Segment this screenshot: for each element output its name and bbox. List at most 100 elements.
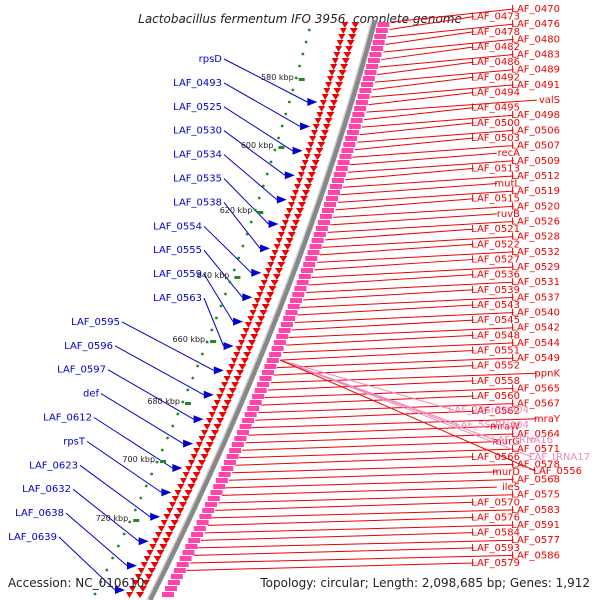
feature-block <box>283 316 296 321</box>
gene-arrow <box>273 244 281 250</box>
right-gene-label: LAF_0586 <box>511 550 560 561</box>
feature-block <box>223 460 236 465</box>
gene-arrow <box>349 28 358 34</box>
right-leader-line <box>218 494 514 504</box>
right-gene-label: LAF_0512 <box>511 171 560 182</box>
right-gene-label: LAF_0571 <box>511 444 560 455</box>
right-leader-line <box>319 243 474 256</box>
left-gene-label: LAF_0538 <box>173 197 222 208</box>
right-leader-line <box>342 175 514 188</box>
gene-arrow <box>341 22 349 28</box>
right-leader-line <box>327 220 514 233</box>
gene-arrow <box>260 280 268 286</box>
gene-arrow <box>339 28 347 34</box>
feature-block <box>202 508 215 513</box>
right-leader-line <box>368 91 474 106</box>
feature-block <box>210 490 223 495</box>
rna-gene-label: LAF_tRNA17 <box>529 452 590 463</box>
right-leader-line <box>294 312 514 324</box>
feature-block <box>249 400 262 405</box>
scale-dot <box>301 52 305 56</box>
kbp-scale: 580 kbp 600 kbp 620 kbp 640 kbp 660 kbp 680 k… <box>93 28 311 596</box>
feature-block <box>301 268 314 273</box>
feature-block <box>341 148 354 153</box>
feature-block <box>350 118 363 123</box>
gene-arrow <box>253 298 261 304</box>
right-leader-line <box>389 16 474 31</box>
left-gene-arrow <box>193 415 204 424</box>
feature-block <box>266 358 279 363</box>
right-leader-line <box>354 137 474 151</box>
right-gene-label: LAF_0529 <box>511 262 560 273</box>
kbp-tick <box>210 340 217 343</box>
kbp-tick <box>160 460 167 463</box>
scale-dot <box>241 244 245 248</box>
feature-block <box>244 412 257 417</box>
gene-arrow <box>140 562 148 568</box>
gene-arrow <box>245 346 254 352</box>
gene-arrow <box>258 286 266 292</box>
scale-dot <box>215 316 218 320</box>
right-gene-label: LAF_0583 <box>511 505 560 516</box>
right-leader-line <box>255 410 474 421</box>
gene-arrow <box>309 136 317 142</box>
gene-arrow <box>338 70 347 76</box>
gene-arrow <box>325 82 333 88</box>
right-gene-label: LAF_0570 <box>471 497 520 508</box>
right-leader-line <box>211 509 514 519</box>
right-gene-label: ppnK <box>534 368 560 379</box>
feature-block <box>345 136 358 141</box>
right-gene-label: LAF_0577 <box>511 535 560 546</box>
right-leader-line <box>345 167 474 181</box>
left-gene-label: LAF_0530 <box>173 126 222 137</box>
scale-dot <box>122 532 126 536</box>
left-gene-label: LAF_0632 <box>22 484 71 495</box>
left-leader-line <box>72 488 139 542</box>
left-leader-line <box>114 345 205 396</box>
feature-block <box>313 232 326 237</box>
gene-arrow <box>319 136 328 142</box>
gene-arrow <box>233 352 241 358</box>
feature-block <box>191 532 204 537</box>
map-title: Lactobacillus fermentum IFO 3956, comple… <box>138 12 462 26</box>
right-gene-label: LAF_0526 <box>511 216 560 227</box>
left-leader-line <box>223 106 293 152</box>
gene-arrow <box>203 424 211 430</box>
gene-arrow <box>137 568 145 574</box>
scale-dot <box>261 184 265 188</box>
gene-arrow <box>156 550 165 556</box>
gene-arrow <box>335 82 344 88</box>
gene-arrow <box>279 256 288 262</box>
left-leader-line <box>223 130 286 176</box>
left-gene-arrow <box>300 122 311 131</box>
feature-block <box>167 580 180 585</box>
right-gene-label: LAF_0500 <box>471 118 520 129</box>
kbp-tick-label: 620 kbp <box>220 206 253 215</box>
gene-arrow <box>275 268 284 274</box>
kbp-tick-label: 680 kbp <box>147 397 180 406</box>
gene-arrow <box>329 100 338 106</box>
scale-dot <box>249 220 253 224</box>
right-leader-line <box>297 304 474 316</box>
gene-arrow <box>178 502 187 508</box>
gene-arrow <box>195 442 203 448</box>
feature-block <box>234 436 247 441</box>
feature-block <box>257 382 270 387</box>
left-gene-arrow <box>242 293 253 302</box>
gene-arrow <box>281 250 290 256</box>
right-gene-label: LAF_0564 <box>511 429 560 440</box>
feature-block <box>346 130 359 135</box>
scale-dot <box>287 100 291 104</box>
rna-gene-label: LAF_5SrRNA04 <box>455 420 529 431</box>
right-leader-line <box>273 365 474 376</box>
feature-block <box>325 196 338 201</box>
right-gene-label: LAF_0537 <box>511 292 560 303</box>
kbp-tick-label: 660 kbp <box>173 335 206 344</box>
left-gene-label: rpsT <box>63 436 86 447</box>
gene-arrow <box>174 490 182 496</box>
gene-arrow <box>340 64 349 70</box>
gene-arrow <box>301 160 309 166</box>
gene-arrow <box>314 118 322 124</box>
gene-arrow <box>261 304 270 310</box>
gene-arrow <box>228 388 237 394</box>
